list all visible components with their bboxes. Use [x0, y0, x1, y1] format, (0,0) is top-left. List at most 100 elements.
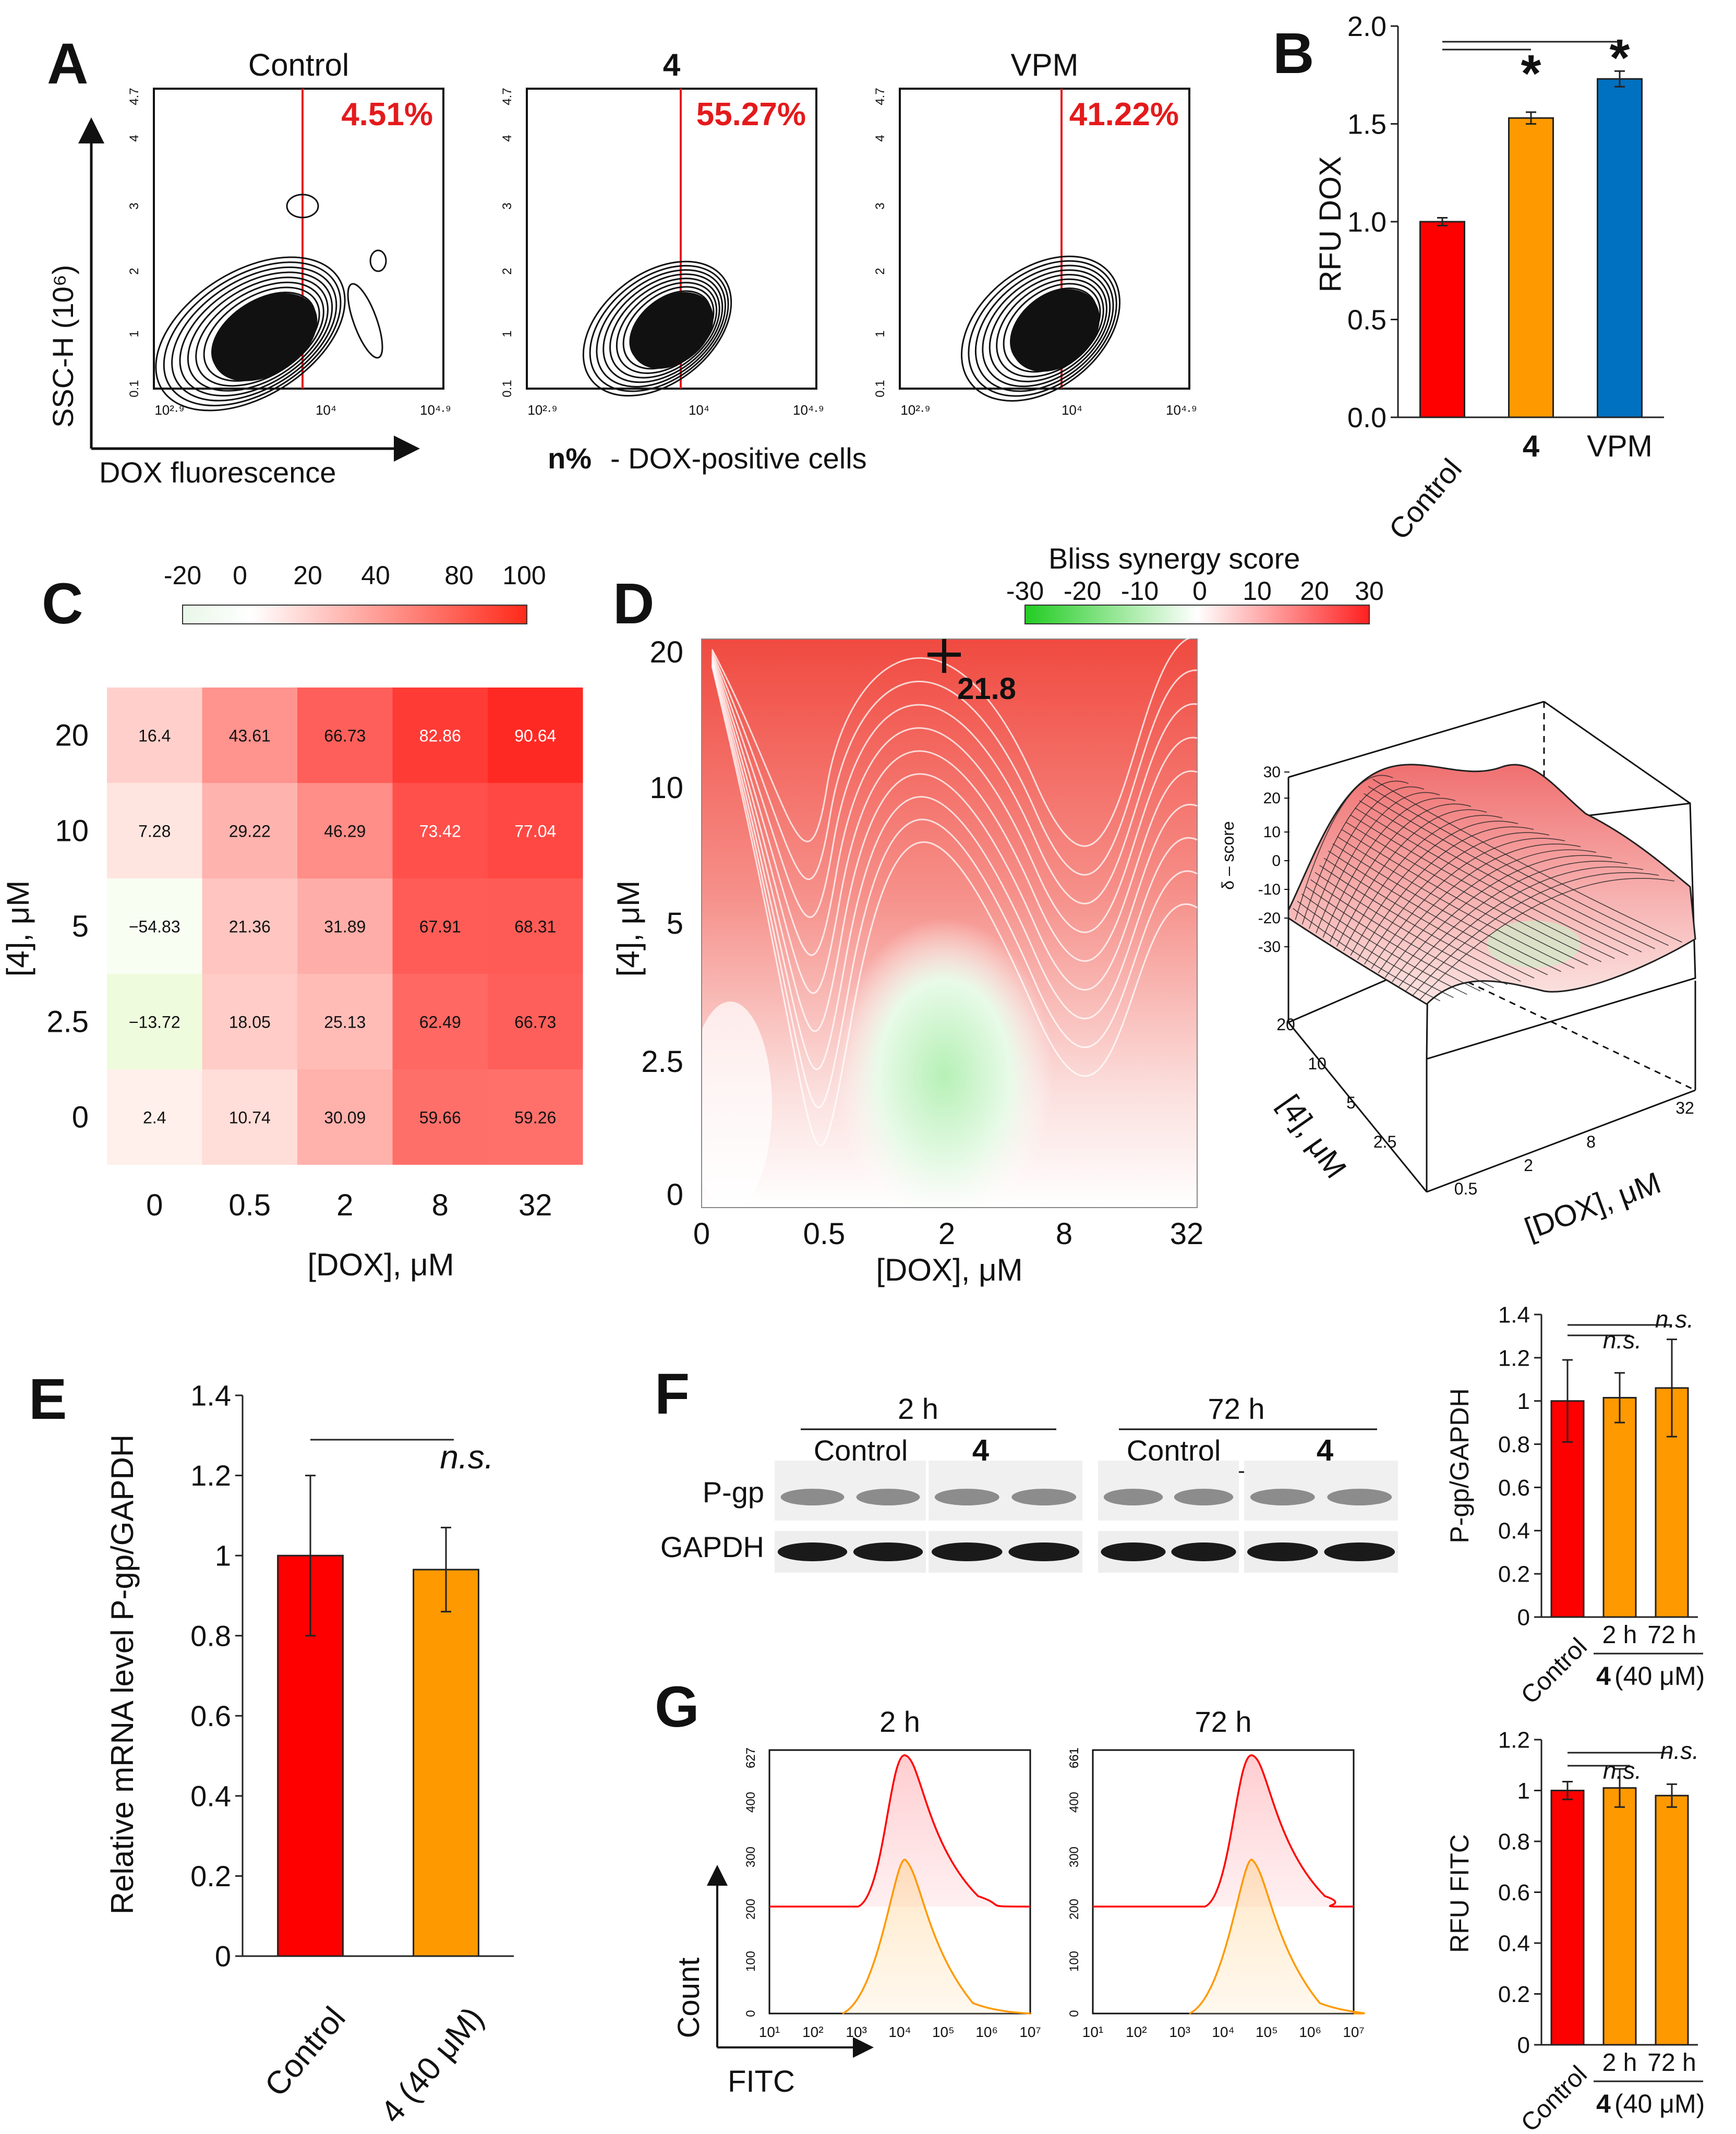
surface-z-tick: 20 — [1263, 790, 1281, 807]
c-heat-cell — [297, 688, 393, 783]
y-tick-label: 0 — [1517, 1605, 1530, 1630]
flow-x-tick: 10⁴ — [1062, 402, 1082, 418]
flow-y-tick: 2 — [873, 268, 887, 274]
histogram-y-tick: 200 — [1067, 1899, 1081, 1920]
c-heat-cell — [392, 1069, 488, 1165]
d-scale-tick: 20 — [1300, 576, 1329, 606]
surface-mesh-line — [1355, 807, 1629, 956]
flow-plot-title: Control — [248, 47, 349, 82]
d-x-tick: 8 — [1056, 1217, 1072, 1251]
c-heat-cell — [392, 974, 488, 1069]
bar — [1550, 1790, 1585, 2046]
surface-ylabel: [4], μM — [1272, 1089, 1353, 1184]
y-tick-label: 0.5 — [1347, 304, 1387, 335]
blot-band-gapdh — [1247, 1542, 1318, 1561]
c-heat-cell — [488, 1069, 583, 1165]
c-cell-value: 68.31 — [514, 918, 556, 936]
histogram-compound-curve — [1189, 1859, 1365, 2015]
surface-y-tick: 10 — [1308, 1054, 1327, 1073]
surface-z-tick: 0 — [1272, 852, 1281, 870]
g-x-label: 72 h — [1647, 2049, 1696, 2077]
c-cell-value: 62.49 — [419, 1013, 461, 1032]
blot-band-pgp — [1174, 1489, 1234, 1505]
g-x-label: 2 h — [1602, 2049, 1637, 2077]
blot-row-label: P-gp — [703, 1476, 764, 1509]
blot-band-gapdh — [931, 1542, 1003, 1561]
surface-box-edge — [1544, 701, 1691, 804]
y-tick-label: 1.0 — [1347, 207, 1387, 238]
panel-g-bar-chart: 0 0.2 0.4 0.6 0.8 1 1.2 RFU FITC n.s. n.s. Control… — [1445, 1727, 1705, 2134]
surface-mesh-line — [1293, 908, 1441, 1002]
panel-label-e: E — [29, 1367, 67, 1431]
b-sig-star: * — [1610, 29, 1630, 87]
flow-x-tick: 10⁴·⁹ — [420, 402, 451, 418]
panel-label-c: C — [42, 572, 83, 636]
histogram-x-tick: 10² — [802, 2024, 823, 2040]
c-cell-value: 67.91 — [419, 918, 461, 936]
histogram-compound-curve — [842, 1859, 1032, 2015]
flow-y-tick: 4.7 — [500, 88, 514, 105]
blot-row-label: GAPDH — [660, 1530, 764, 1563]
y-tick-label: 0 — [215, 1940, 231, 1973]
histogram-x-tick: 10⁶ — [1299, 2024, 1321, 2040]
histogram-x-tick: 10¹ — [1082, 2024, 1103, 2040]
histogram-y-tick: 100 — [744, 1951, 758, 1972]
c-scale-tick: 40 — [361, 561, 390, 590]
y-tick-label: 0 — [1517, 2032, 1530, 2058]
histogram-compound-fill — [842, 1859, 1031, 2014]
surface-mesh-line — [1295, 775, 1393, 920]
surface-mesh-line — [1316, 792, 1440, 934]
c-cell-value: 10.74 — [229, 1108, 271, 1127]
f-x-label: Control — [1516, 1633, 1593, 1709]
panel-f-bar-chart: 0 0.2 0.4 0.6 0.8 1 1.2 1.4 P-gp/GAPDH n.s. n.s. Co… — [1445, 1302, 1705, 1709]
c-heat-cell — [488, 783, 583, 878]
blot-band-pgp — [1103, 1489, 1163, 1505]
blot-band-gapdh — [1324, 1542, 1395, 1561]
surface-mesh-line — [1343, 815, 1503, 951]
surface-mesh-line — [1297, 900, 1454, 998]
contour-line — [960, 256, 1121, 402]
panel-d-synergy-map: -30 -20 -10 0 10 20 30 0 2.5 5 10 20 0 0.5 2 8 32 [DOX], … — [611, 576, 1384, 1287]
histogram-y-tick: 300 — [744, 1847, 758, 1867]
histogram-y-tick: 661 — [1067, 1747, 1081, 1768]
contour-line — [602, 273, 724, 383]
contour-core — [1011, 289, 1100, 372]
surface-zlabel: δ – score — [1219, 821, 1237, 890]
d-map-green-region — [835, 918, 1054, 1231]
y-tick-label: 0.4 — [190, 1779, 231, 1812]
c-cell-value: 77.04 — [514, 822, 556, 841]
contour-line — [187, 276, 329, 392]
d-scale-tick: -10 — [1121, 576, 1159, 606]
flow-y-tick: 1 — [873, 330, 887, 337]
c-heat-cell — [488, 974, 583, 1069]
flow-plot-title: VPM — [1010, 47, 1078, 82]
c-heat-cell — [202, 878, 297, 974]
c-cell-value: 59.26 — [514, 1108, 556, 1127]
flow-x-tick: 10⁴ — [689, 402, 709, 418]
c-cell-value: 59.66 — [419, 1108, 461, 1127]
d-contour-line — [711, 655, 1198, 956]
panel-a-note-prefix: n% — [548, 442, 592, 475]
blot-band-gapdh — [1008, 1542, 1080, 1561]
y-tick-label: 0.6 — [190, 1699, 231, 1732]
flow-y-tick: 4.7 — [873, 88, 887, 105]
d-xlabel: [DOX], μM — [876, 1252, 1022, 1287]
b-x-label: 4 — [1523, 429, 1539, 463]
surface-mesh-line — [1384, 849, 1597, 978]
c-cell-value: 43.61 — [229, 727, 271, 745]
contour-line — [968, 260, 1117, 397]
histogram-compound-fill — [1189, 1859, 1365, 2014]
histogram-x-tick: 10⁵ — [1256, 2024, 1278, 2040]
panel-a-flow-plots: Control 4.51% 0.1 1 2 3 4 4.7 10²·⁹ 10⁴ 10⁴·⁹ 4 55.2… — [127, 47, 1197, 418]
blot-band-gapdh — [1171, 1542, 1236, 1561]
e-x-label: 4 (40 μM) — [374, 2000, 491, 2130]
surface-x-tick: 2 — [1524, 1156, 1533, 1175]
y-tick-label: 1 — [1517, 1778, 1530, 1804]
surface-mesh-line — [1310, 879, 1494, 988]
bar — [1419, 221, 1465, 418]
y-tick-label: 0.8 — [1498, 1432, 1530, 1457]
histogram-y-tick: 400 — [1067, 1792, 1081, 1813]
panel-label-d: D — [613, 572, 654, 636]
surface-z-tick: -20 — [1258, 910, 1281, 927]
histogram-control-curve — [769, 1754, 1031, 1908]
